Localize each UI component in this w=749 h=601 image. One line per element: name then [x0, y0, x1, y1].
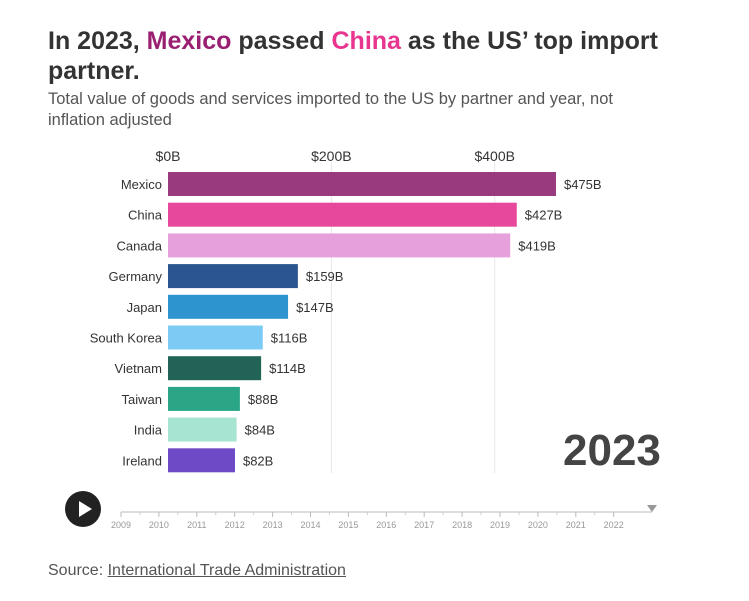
timeline-year-label: 2021 — [566, 520, 586, 530]
category-label: Canada — [116, 238, 162, 253]
category-label: Japan — [127, 300, 162, 315]
play-icon — [79, 501, 92, 517]
value-label: $114B — [269, 361, 306, 376]
category-label: Germany — [109, 269, 163, 284]
bar — [168, 295, 288, 319]
category-label: Taiwan — [122, 392, 162, 407]
current-year-label: 2023 — [563, 426, 661, 476]
bar — [168, 264, 298, 288]
category-label: Ireland — [122, 453, 162, 468]
title-part-1: In 2023, — [48, 27, 147, 55]
value-label: $147B — [296, 300, 334, 315]
timeline-year-label: 2015 — [338, 520, 358, 530]
year-timeline-slider[interactable]: 2009 2010 2011 2012 2013 2014 2015 2016 2017 2018… — [108, 498, 668, 538]
bar — [168, 326, 263, 350]
timeline-year-label: 2013 — [263, 520, 283, 530]
x-tick-label: $0B — [156, 148, 181, 164]
category-label: India — [134, 423, 163, 438]
category-label: China — [128, 208, 163, 223]
value-label: $475B — [564, 177, 602, 192]
x-tick-label: $200B — [311, 148, 351, 164]
category-label: Vietnam — [115, 361, 162, 376]
title-part-2: passed — [231, 27, 331, 55]
timeline-year-label: 2017 — [414, 520, 434, 530]
x-tick-label: $400B — [474, 148, 514, 164]
timeline-year-label: 2014 — [300, 520, 320, 530]
value-label: $84B — [245, 423, 275, 438]
bar — [168, 387, 240, 411]
value-label: $116B — [271, 331, 308, 346]
source-link[interactable]: International Trade Administration — [108, 562, 346, 579]
chart-title: In 2023, Mexico passed China as the US’ … — [48, 26, 708, 86]
timeline-year-label: 2009 — [111, 520, 131, 530]
bar — [168, 203, 517, 227]
timeline-handle-icon — [647, 505, 657, 512]
title-highlight-mexico: Mexico — [147, 27, 232, 55]
timeline-year-label: 2022 — [604, 520, 624, 530]
timeline-year-label: 2016 — [376, 520, 396, 530]
value-label: $159B — [306, 269, 344, 284]
value-label: $82B — [243, 453, 273, 468]
timeline-year-label: 2019 — [490, 520, 510, 530]
value-label: $88B — [248, 392, 278, 407]
bar — [168, 448, 235, 472]
bar — [168, 233, 510, 257]
bar — [168, 418, 237, 442]
title-highlight-china: China — [332, 27, 401, 55]
value-label: $419B — [518, 238, 556, 253]
value-label: $427B — [525, 208, 563, 223]
source-line: Source: International Trade Administrati… — [48, 562, 346, 580]
chart-subtitle: Total value of goods and services import… — [48, 89, 648, 131]
source-prefix: Source: — [48, 562, 108, 579]
timeline-year-label: 2020 — [528, 520, 548, 530]
timeline-year-label: 2018 — [452, 520, 472, 530]
category-label: South Korea — [90, 331, 163, 346]
timeline-year-label: 2012 — [225, 520, 245, 530]
timeline-year-label: 2010 — [149, 520, 169, 530]
timeline-year-label: 2011 — [187, 520, 206, 530]
bar — [168, 356, 261, 380]
category-label: Mexico — [121, 177, 162, 192]
bar — [168, 172, 556, 196]
play-button[interactable] — [65, 491, 101, 527]
